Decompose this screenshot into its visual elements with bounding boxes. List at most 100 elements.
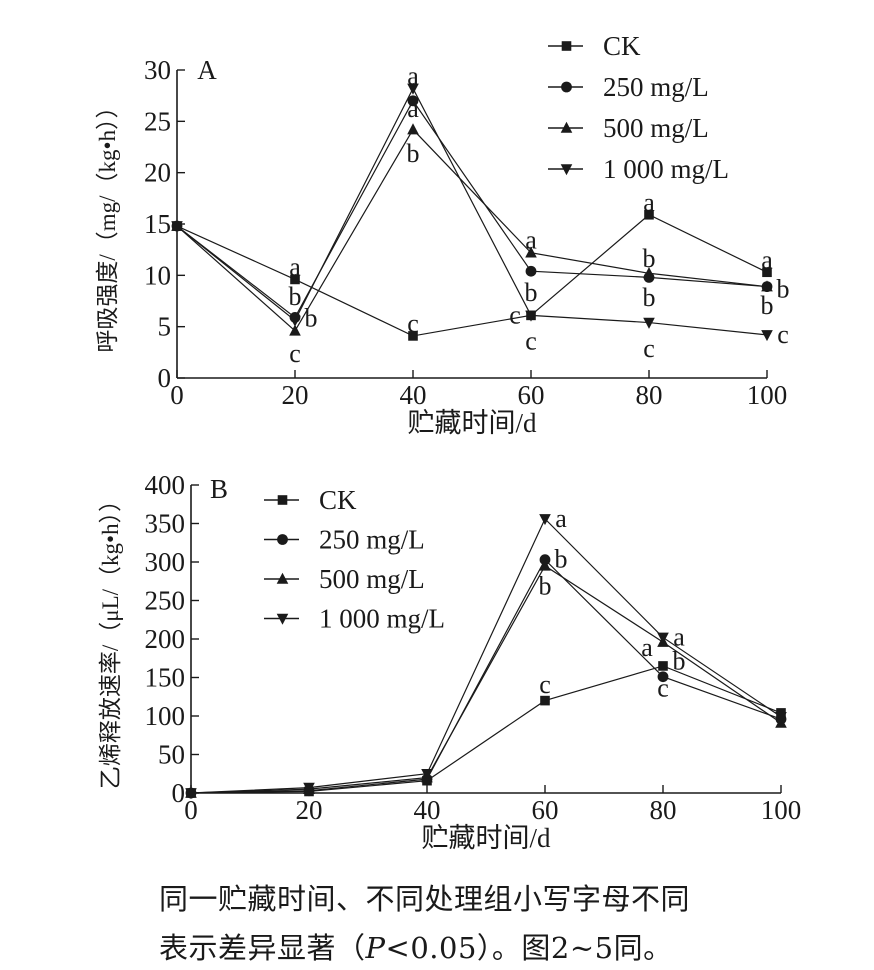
data-point — [761, 280, 773, 292]
significance-letter: c — [289, 339, 301, 368]
x-tick-label: 80 — [636, 380, 663, 410]
legend-label: CK — [319, 485, 357, 515]
significance-letter: a — [289, 252, 301, 281]
data-point — [761, 330, 773, 342]
figure-caption-line-1: 同一贮藏时间、不同处理组小写字母不同 — [159, 882, 691, 916]
data-point — [408, 331, 418, 341]
x-tick-label: 80 — [650, 795, 677, 825]
data-point — [762, 267, 772, 278]
series-ck — [172, 209, 772, 341]
series-line — [176, 128, 768, 332]
data-point — [171, 221, 183, 233]
data-point — [539, 559, 551, 571]
data-point — [775, 711, 787, 724]
x-axis-label: 贮藏时间/d — [421, 823, 551, 853]
data-point — [525, 246, 537, 258]
y-axis-label: 呼吸强度/（mg/（kg•h）） — [95, 95, 120, 352]
y-tick-label: 250 — [145, 586, 186, 616]
significance-letter: b — [673, 646, 686, 675]
panel-label: A — [197, 55, 217, 85]
y-tick-label: 30 — [144, 55, 171, 85]
x-tick-label: 20 — [282, 380, 309, 410]
significance-letter: a — [407, 94, 419, 123]
legend-marker — [276, 572, 289, 584]
data-point — [643, 317, 655, 329]
x-tick-label: 0 — [184, 795, 198, 825]
y-tick-label: 20 — [144, 158, 171, 188]
legend-label: CK — [603, 31, 641, 61]
data-point — [407, 123, 419, 135]
significance-letter: b — [643, 283, 656, 312]
significance-letter: b — [555, 545, 568, 574]
x-tick-label: 0 — [170, 380, 184, 410]
data-point — [525, 265, 537, 277]
legend-marker — [277, 495, 288, 505]
significance-letter: c — [407, 309, 419, 338]
series-500mg/l — [171, 123, 773, 336]
legend-marker — [277, 534, 288, 545]
significance-letter: a — [673, 622, 685, 651]
legend-marker — [560, 121, 573, 133]
caption-text-before: 表示差异显著（ — [159, 931, 366, 965]
data-point — [657, 632, 669, 644]
legend-label: 1 000 mg/L — [603, 154, 729, 184]
x-tick-label: 60 — [518, 380, 545, 410]
series-line — [190, 558, 782, 794]
legend-label: 1 000 mg/L — [319, 604, 445, 634]
y-tick-label: 25 — [144, 106, 171, 136]
y-tick-label: 10 — [144, 260, 171, 290]
y-axis-label: 乙烯释放速率/（μL/（kg•h）） — [98, 489, 123, 789]
data-point — [185, 788, 197, 800]
caption-text-after: <0.05）。图2~5同。 — [385, 931, 673, 965]
chart-panel-b: 0 50 100 150 200 250 300 350 400 0 20 40 60 80 100 贮藏时间… — [98, 470, 801, 853]
data-point — [407, 83, 419, 95]
significance-letter: c — [777, 320, 789, 349]
series-1000mg/l — [171, 83, 773, 342]
x-tick-label: 60 — [532, 795, 559, 825]
significance-letter: b — [777, 275, 790, 304]
y-tick-label: 100 — [145, 701, 186, 731]
y-tick-label: 15 — [144, 209, 171, 239]
legend-marker — [561, 81, 572, 93]
significance-letter: b — [407, 139, 420, 168]
x-tick-label: 40 — [414, 795, 441, 825]
data-point — [643, 266, 655, 279]
y-tick-label: 350 — [145, 509, 186, 539]
y-tick-label: 200 — [145, 624, 186, 654]
data-point — [407, 95, 419, 107]
data-point — [525, 310, 537, 322]
data-point — [289, 324, 301, 336]
x-tick-label: 40 — [400, 380, 427, 410]
significance-letter: a — [641, 633, 653, 662]
series-line — [176, 87, 768, 336]
significance-letter: a — [643, 188, 655, 217]
figure-caption-line-2: 表示差异显著（P<0.05）。图2~5同。 — [159, 925, 673, 967]
data-point — [290, 274, 300, 285]
x-tick-label: 20 — [296, 795, 323, 825]
significance-letter: b — [305, 303, 318, 332]
series-250mg/l — [185, 554, 787, 799]
legend-label: 500 mg/L — [603, 113, 709, 143]
legend-marker — [561, 41, 572, 51]
data-point — [657, 671, 669, 683]
series-line — [190, 564, 782, 794]
series-line — [176, 214, 768, 337]
series-1000mg/l — [185, 514, 787, 800]
series-ck — [186, 661, 786, 798]
data-point — [658, 661, 668, 671]
x-axis-label: 贮藏时间/d — [407, 408, 537, 438]
panel-label: B — [210, 474, 228, 504]
significance-letter: b — [525, 278, 538, 307]
data-point — [539, 514, 551, 526]
significance-letter: b — [643, 244, 656, 273]
data-point — [289, 315, 301, 327]
data-point — [644, 209, 654, 220]
y-tick-label: 50 — [158, 740, 185, 770]
caption-p-symbol: P — [365, 931, 386, 965]
significance-letter: c — [643, 334, 655, 363]
y-tick-label: 150 — [145, 663, 186, 693]
legend-label: 250 mg/L — [319, 525, 425, 555]
significance-letter: a — [761, 245, 773, 274]
significance-letter: b — [289, 282, 302, 311]
